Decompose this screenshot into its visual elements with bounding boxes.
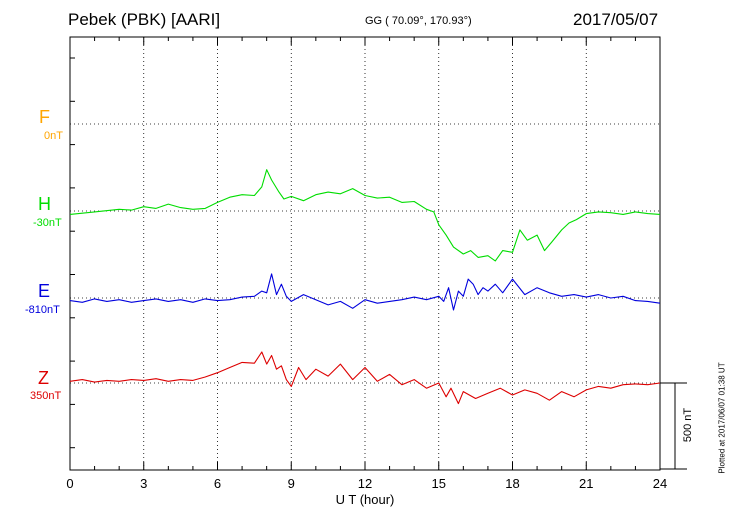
trace-z [69,351,661,405]
trace-e [69,273,661,311]
x-tick-label: 9 [288,476,295,491]
station-title: Pebek (PBK) [AARI] [68,10,221,29]
trace-h [69,169,661,262]
scale-bar-label: 500 nT [682,407,694,443]
station-coordinates: GG ( 70.09°, 170.93°) [365,15,472,27]
x-tick-label: 21 [579,476,593,491]
x-tick-label: 6 [214,476,221,491]
plotted-timestamp: Plotted at 2017/06/07 01:38 UT [717,362,727,474]
channel-label-z: Z [38,368,49,388]
plot-date: 2017/05/07 [573,10,659,29]
channel-offset-z: 350nT [30,390,62,402]
channel-offset-h: -30nT [33,217,62,229]
x-tick-label: 0 [66,476,73,491]
x-tick-label: 18 [505,476,519,491]
channel-label-h: H [38,194,51,214]
channel-label-e: E [38,281,51,301]
x-tick-label: 24 [653,476,667,491]
x-tick-label: 15 [432,476,446,491]
channel-label-f: F [39,107,50,127]
x-tick-label: 12 [358,476,372,491]
channel-offset-e: -810nT [25,304,60,316]
x-axis-label: U T (hour) [336,492,395,507]
channel-offset-f: 0nT [44,130,63,142]
x-tick-label: 3 [140,476,147,491]
